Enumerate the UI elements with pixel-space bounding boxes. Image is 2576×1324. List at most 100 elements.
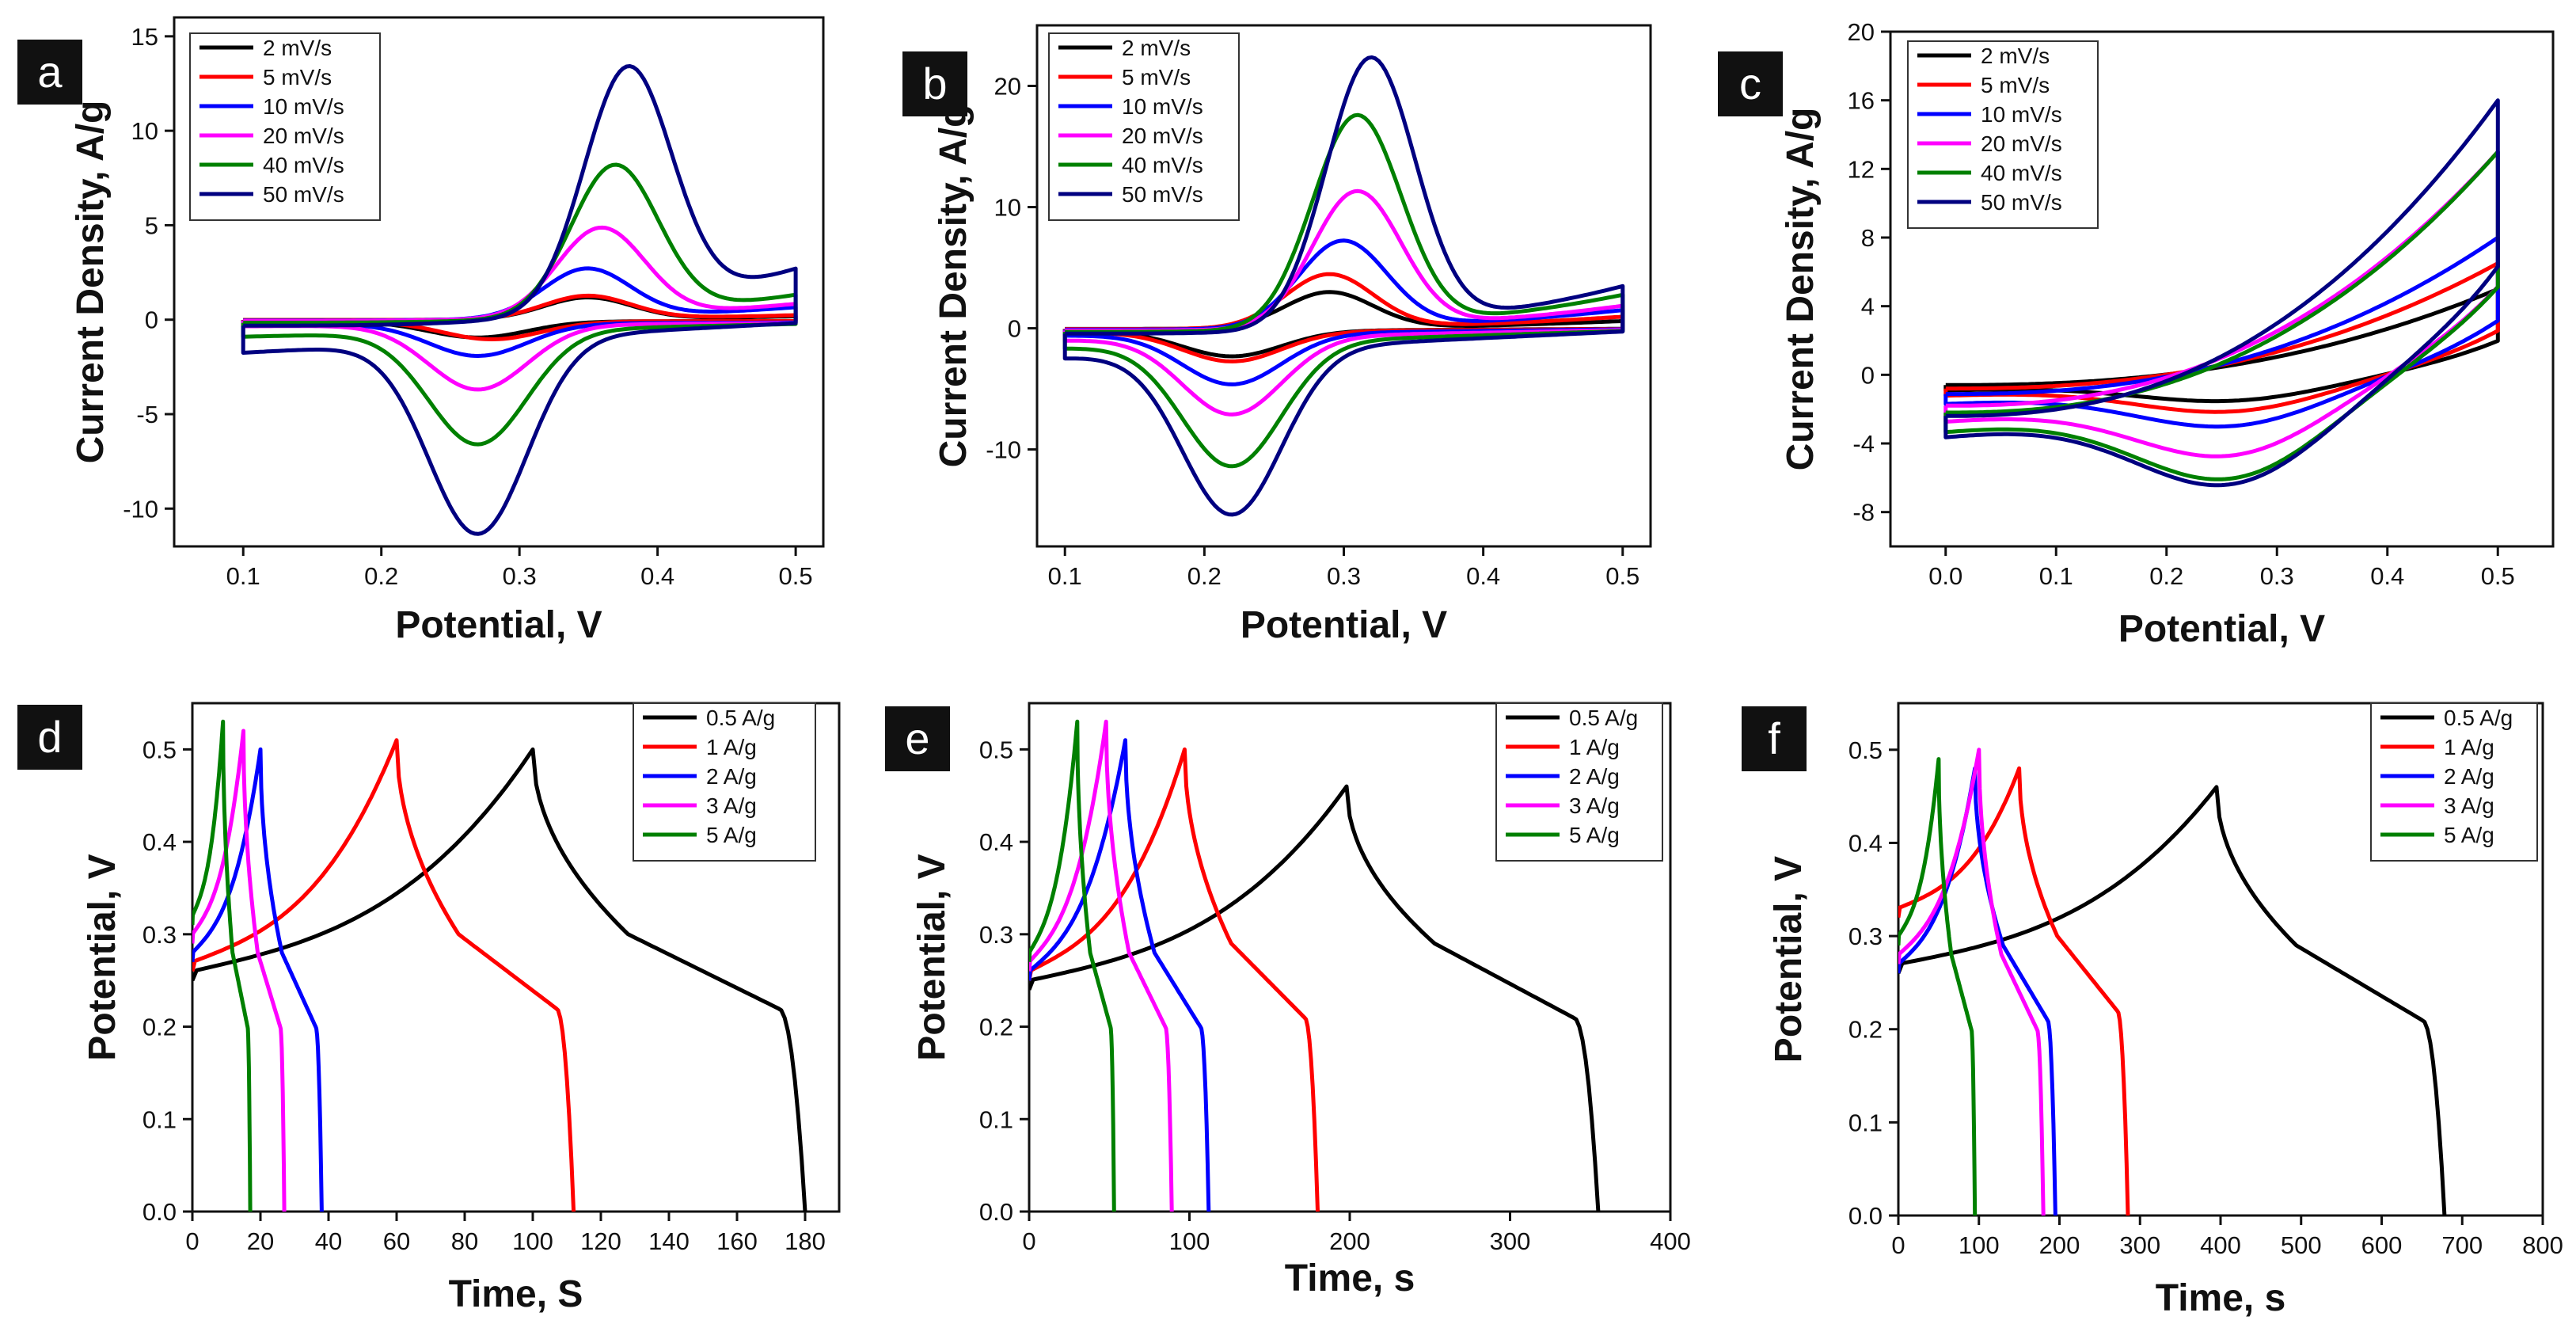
panel-letter-badge: d (17, 705, 82, 770)
x-tick-label: 200 (1329, 1227, 1370, 1255)
legend-label: 0.5 A/g (2444, 706, 2513, 730)
legend-label: 20 mV/s (1981, 131, 2062, 156)
legend-label: 10 mV/s (263, 94, 344, 119)
x-tick-label: 200 (2039, 1231, 2080, 1259)
series-line-0-5-a-g (1029, 784, 1601, 1212)
series-line-2-a-g (192, 747, 324, 1212)
y-tick-label: 20 (1848, 18, 1875, 46)
legend-box (189, 32, 381, 221)
x-tick-label: 140 (648, 1227, 690, 1255)
y-tick-label: -10 (123, 495, 158, 523)
legend-label: 5 A/g (706, 823, 757, 847)
legend-label: 50 mV/s (1981, 190, 2062, 215)
x-tick-label: 0.5 (779, 562, 813, 590)
legend-label: 40 mV/s (1981, 161, 2062, 185)
y-tick-label: 0.0 (979, 1198, 1013, 1226)
legend-label: 2 mV/s (1981, 44, 2050, 68)
legend-label: 3 A/g (1569, 793, 1620, 818)
legend-label: 20 mV/s (1122, 124, 1203, 148)
y-axis-title: Potential, V (911, 854, 953, 1060)
panel-f: 0 100 200 300 400 500 600 700 800 0.0 0.1 0.2 0.3 0.4… (1742, 702, 2563, 1319)
legend-label: 10 mV/s (1122, 94, 1203, 119)
y-axis-title: Current Density, A/g (933, 105, 975, 468)
panel-letter-badge: f (1742, 706, 1807, 771)
y-tick-label: 12 (1848, 155, 1875, 183)
y-tick-label: 15 (131, 23, 158, 51)
panel-letter-badge: c (1718, 51, 1783, 116)
y-tick-label: -10 (986, 436, 1021, 464)
plot-frame (1889, 30, 2555, 548)
series-line-5-a-g (192, 719, 253, 1212)
series-line-5-a-g (1029, 719, 1116, 1212)
svg-text:c: c (1739, 59, 1761, 108)
legend-label: 20 mV/s (263, 124, 344, 148)
x-tick-label: 0.1 (2039, 562, 2073, 590)
x-axis-title: Potential, V (395, 604, 602, 646)
x-axis-title: Potential, V (2118, 608, 2325, 650)
x-tick-label: 100 (1959, 1231, 2000, 1259)
legend-label: 0.5 A/g (706, 706, 775, 730)
y-tick-label: 0.4 (979, 828, 1013, 856)
x-tick-label: 800 (2522, 1231, 2563, 1259)
svg-text:a: a (37, 47, 63, 97)
legend-label: 3 A/g (2444, 793, 2494, 818)
legend-label: 1 A/g (706, 735, 757, 759)
svg-text:e: e (905, 713, 929, 763)
y-axis-title: Current Density, A/g (70, 101, 112, 464)
x-axis-title: Potential, V (1241, 604, 1447, 646)
legend-box (1495, 702, 1663, 862)
y-tick-label: 0.2 (142, 1014, 177, 1041)
series-line-50-mv-s (241, 64, 798, 536)
y-axis-title: Current Density, A/g (1780, 108, 1822, 471)
panel-b: 0.1 0.2 0.3 0.4 0.5 -10 0 10 20 Potential, V Curre… (902, 24, 1652, 646)
legend-label: 5 mV/s (263, 65, 332, 89)
y-tick-label: 20 (994, 73, 1021, 101)
y-axis-title: Potential, V (82, 854, 123, 1060)
plot-frame (173, 16, 825, 548)
legend-label: 5 mV/s (1122, 65, 1191, 89)
legend-label: 3 A/g (706, 793, 757, 818)
x-tick-label: 0.3 (2260, 562, 2294, 590)
series-line-3-a-g (1029, 719, 1174, 1212)
x-tick-label: 700 (2441, 1231, 2483, 1259)
x-axis-title: Time, s (1285, 1257, 1415, 1299)
panel-e: 0 100 200 300 400 0.0 0.1 0.2 0.3 0.4 0.5 Time, s Po… (885, 702, 1691, 1299)
legend-label: 5 A/g (2444, 823, 2494, 847)
series-line-50-mv-s (1943, 98, 2500, 488)
x-tick-label: 0.4 (640, 562, 674, 590)
panel-a: 0.1 0.2 0.3 0.4 0.5 -10 -5 0 5 10 15 Potential, V Cu… (17, 16, 825, 646)
svg-text:f: f (1768, 713, 1780, 763)
series-line-5-mv-s (1943, 261, 2500, 414)
y-tick-label: 0 (1008, 315, 1021, 343)
legend-label: 50 mV/s (263, 182, 344, 207)
y-tick-label: 0.4 (142, 828, 177, 856)
y-tick-label: 0.2 (979, 1014, 1013, 1041)
x-tick-label: 0.2 (1187, 562, 1222, 590)
y-tick-label: 0.5 (142, 736, 177, 763)
x-tick-label: 0.1 (1048, 562, 1082, 590)
x-tick-label: 0.2 (2149, 562, 2183, 590)
x-tick-label: 300 (1490, 1227, 1531, 1255)
legend-label: 40 mV/s (263, 153, 344, 177)
x-tick-label: 0 (1022, 1227, 1035, 1255)
y-tick-label: 10 (994, 194, 1021, 222)
y-tick-label: 0.3 (1848, 923, 1883, 950)
legend-label: 2 A/g (706, 764, 757, 789)
y-tick-label: 0.0 (142, 1198, 177, 1226)
x-tick-label: 0.3 (1327, 562, 1361, 590)
x-tick-label: 0 (1891, 1231, 1905, 1259)
y-tick-label: 0.2 (1848, 1016, 1883, 1044)
x-tick-label: 500 (2281, 1231, 2322, 1259)
x-axis-title: Time, s (2156, 1277, 2286, 1319)
series-line-3-a-g (1898, 748, 2046, 1216)
series-line-1-a-g (192, 738, 576, 1212)
panel-letter-badge: b (902, 51, 967, 116)
legend-box (1048, 32, 1240, 221)
y-tick-label: 5 (145, 211, 158, 239)
x-tick-label: 0.4 (1466, 562, 1500, 590)
legend-label: 0.5 A/g (1569, 706, 1638, 730)
y-tick-label: 0.1 (142, 1105, 177, 1133)
y-axis-title: Potential, V (1768, 856, 1810, 1063)
y-tick-label: 0.4 (1848, 829, 1883, 857)
y-tick-label: 0.1 (1848, 1109, 1883, 1136)
